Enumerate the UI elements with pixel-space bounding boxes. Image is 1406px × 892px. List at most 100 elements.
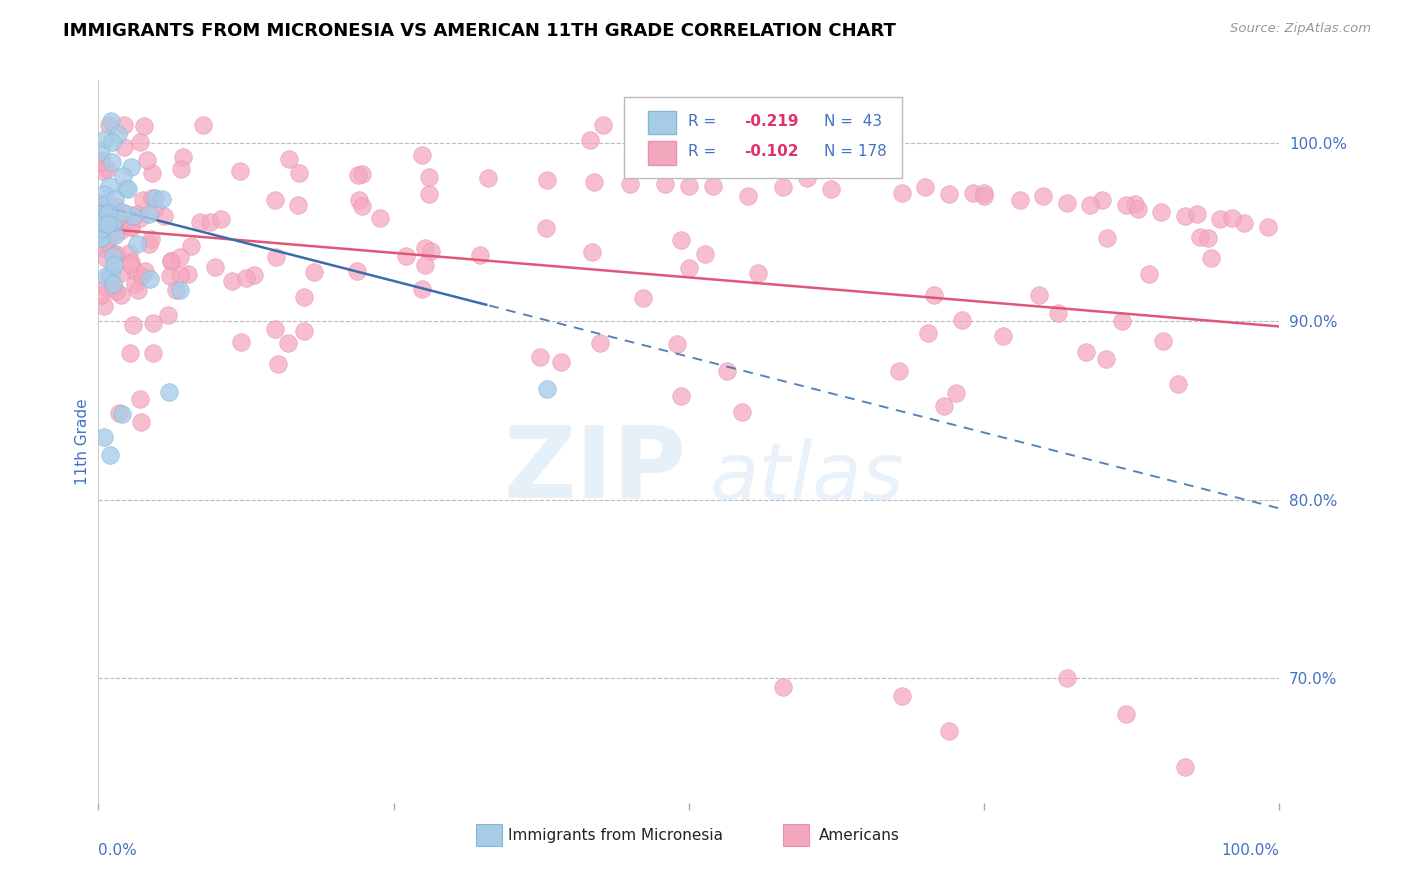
Point — [156, 308, 179, 322]
Point — [579, 133, 602, 147]
Text: 100.0%: 100.0% — [1222, 843, 1279, 857]
Point — [890, 186, 912, 200]
Point — [411, 148, 433, 162]
Point — [98, 270, 121, 285]
Point — [211, 212, 233, 227]
Point — [104, 192, 127, 206]
Point — [242, 268, 264, 282]
Point — [1056, 671, 1078, 685]
Point — [103, 249, 125, 263]
Point — [229, 334, 252, 349]
Point — [665, 337, 688, 351]
Point — [120, 219, 142, 234]
Point — [105, 247, 128, 261]
Point — [1097, 231, 1119, 245]
Point — [583, 175, 606, 189]
Point — [950, 312, 973, 326]
Point — [120, 255, 142, 269]
Point — [695, 247, 717, 261]
Point — [136, 153, 159, 167]
Point — [169, 268, 191, 282]
Point — [413, 241, 436, 255]
Point — [131, 268, 153, 283]
Point — [945, 386, 967, 401]
Point — [1201, 251, 1223, 265]
Point — [1137, 267, 1160, 281]
Point — [101, 135, 124, 149]
Point — [129, 392, 152, 406]
FancyBboxPatch shape — [624, 97, 901, 178]
Point — [114, 180, 136, 194]
Point — [1094, 352, 1116, 367]
Text: Source: ZipAtlas.com: Source: ZipAtlas.com — [1230, 22, 1371, 36]
Point — [170, 162, 193, 177]
Bar — [783, 824, 810, 847]
Point — [932, 400, 955, 414]
Point — [100, 214, 122, 228]
Text: R =: R = — [688, 114, 721, 129]
Point — [204, 260, 226, 274]
Point — [276, 336, 298, 351]
Point — [938, 187, 960, 202]
Point — [169, 251, 191, 265]
Point — [141, 191, 163, 205]
Point — [107, 406, 129, 420]
Point — [90, 214, 112, 228]
Point — [350, 167, 373, 181]
Point — [221, 274, 243, 288]
Point — [150, 193, 173, 207]
Point — [1174, 760, 1197, 774]
Point — [419, 244, 441, 258]
Point — [917, 326, 939, 341]
Point — [592, 118, 614, 132]
Point — [973, 189, 995, 203]
Text: 0.0%: 0.0% — [98, 843, 138, 857]
Point — [198, 215, 221, 229]
Point — [117, 182, 139, 196]
Point — [110, 288, 132, 302]
Point — [97, 205, 120, 219]
Point — [103, 225, 125, 239]
Point — [159, 268, 181, 283]
Y-axis label: 11th Grade: 11th Grade — [75, 398, 90, 485]
Point — [127, 283, 149, 297]
Point — [138, 236, 160, 251]
Point — [107, 127, 129, 141]
Point — [101, 277, 124, 291]
Point — [138, 207, 160, 221]
Point — [124, 277, 146, 291]
Point — [142, 346, 165, 360]
Point — [550, 354, 572, 368]
Bar — [648, 141, 676, 165]
Point — [120, 257, 142, 271]
Point — [411, 282, 433, 296]
Point — [1115, 706, 1137, 721]
Point — [229, 164, 252, 178]
Point — [132, 119, 155, 133]
Point — [90, 229, 112, 244]
Point — [1220, 211, 1243, 225]
Point — [529, 351, 551, 365]
Point — [105, 284, 128, 298]
Point — [120, 160, 142, 174]
Point — [153, 210, 176, 224]
Point — [93, 241, 115, 255]
Point — [104, 227, 127, 242]
Point — [288, 166, 311, 180]
Point — [418, 187, 440, 202]
Point — [993, 328, 1015, 343]
Point — [855, 153, 877, 168]
Point — [103, 247, 125, 261]
Text: Immigrants from Micronesia: Immigrants from Micronesia — [508, 828, 723, 843]
Point — [91, 198, 114, 212]
Point — [101, 214, 124, 228]
Point — [134, 264, 156, 278]
Point — [1257, 219, 1279, 234]
Point — [581, 244, 603, 259]
Point — [141, 166, 163, 180]
Point — [1126, 202, 1149, 216]
Point — [101, 155, 124, 169]
Point — [122, 318, 145, 333]
Point — [90, 231, 112, 245]
Point — [801, 161, 824, 176]
